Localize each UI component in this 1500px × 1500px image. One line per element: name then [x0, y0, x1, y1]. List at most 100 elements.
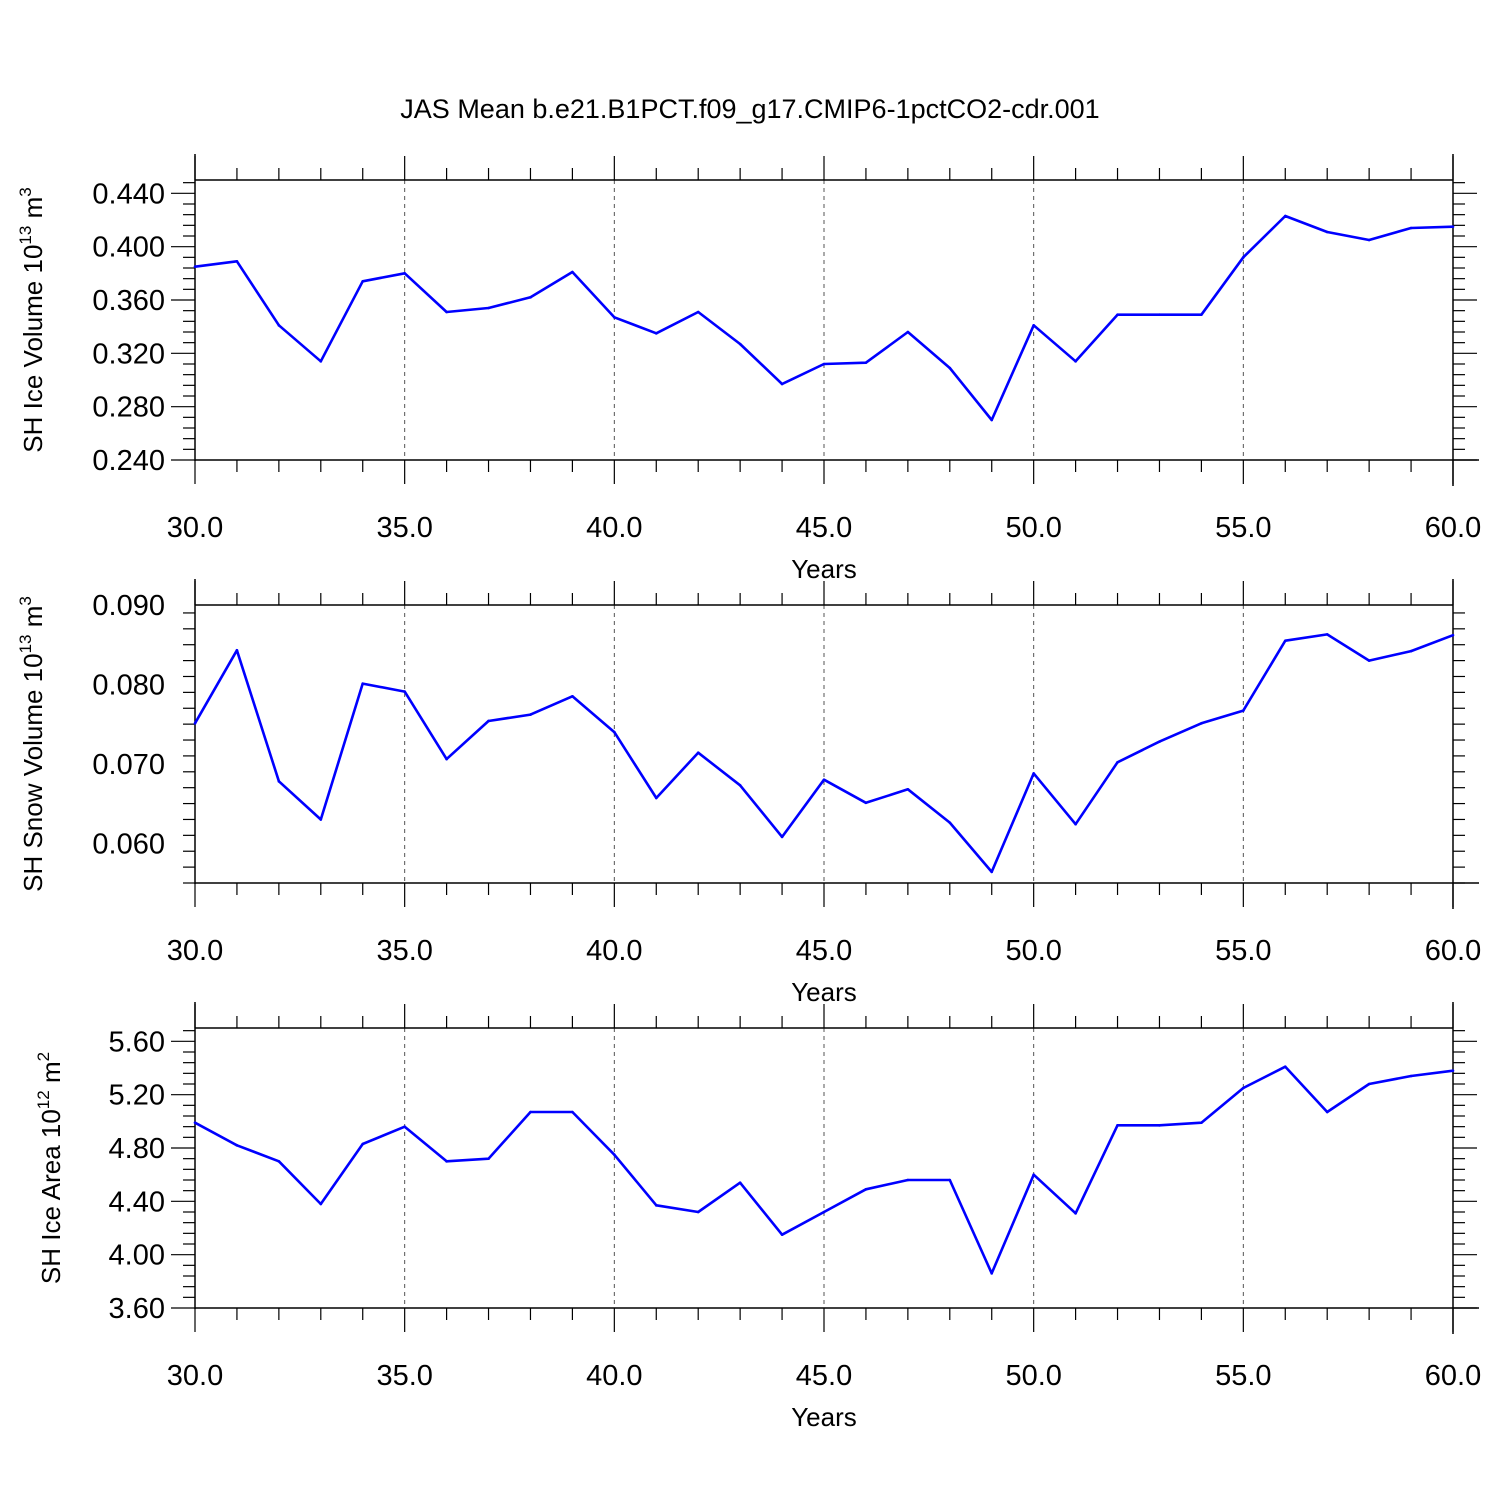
- data-point: [1451, 225, 1455, 228]
- data-point: [864, 361, 868, 364]
- data-point: [654, 332, 658, 335]
- data-point: [654, 1204, 658, 1207]
- x-tick-label: 60.0: [1425, 512, 1481, 544]
- x-tick-label: 60.0: [1425, 935, 1481, 967]
- data-point: [1409, 649, 1413, 653]
- data-point: [403, 690, 406, 693]
- data-point: [1325, 633, 1329, 636]
- y-tick-label: 0.060: [92, 828, 165, 860]
- data-point: [864, 1188, 868, 1191]
- data-point: [906, 787, 910, 791]
- data-point: [1200, 722, 1203, 725]
- panel-1: 30.0 35.0 40.0 45.0 50.0 55.0 60.0 0.240 0.280 0.…: [16, 154, 1481, 584]
- data-point: [235, 648, 239, 652]
- data-point: [487, 719, 490, 723]
- y-tick-label: 0.070: [92, 749, 165, 781]
- y-axis-title-superscript: 2: [34, 1052, 53, 1061]
- y-axis-title-text: SH Ice Area 10: [36, 1109, 66, 1284]
- data-point: [948, 821, 952, 824]
- x-tick-label: 50.0: [1005, 1360, 1061, 1392]
- data-point: [696, 751, 700, 755]
- data-point: [780, 382, 784, 386]
- data-point: [906, 330, 910, 334]
- y-tick-label: 0.320: [92, 338, 165, 370]
- data-point: [696, 1210, 700, 1214]
- data-point: [361, 1142, 365, 1146]
- data-point: [1325, 230, 1329, 234]
- data-point: [1367, 1082, 1371, 1086]
- y-tick-label: 0.280: [92, 392, 165, 424]
- data-point: [361, 280, 365, 283]
- data-point: [1116, 313, 1119, 316]
- y-axis-title-text: m: [18, 606, 48, 635]
- data-point: [1074, 360, 1077, 363]
- data-point: [1074, 822, 1077, 826]
- data-point: [1367, 659, 1371, 662]
- data-point: [1032, 1173, 1035, 1176]
- data-point: [487, 1157, 490, 1160]
- data-point: [1200, 1121, 1203, 1124]
- x-tick-label: 40.0: [586, 1360, 642, 1392]
- y-tick-label: 4.80: [109, 1133, 165, 1165]
- y-axis-title-text: m: [36, 1061, 66, 1090]
- x-tick-label: 55.0: [1215, 935, 1271, 967]
- data-point: [1451, 633, 1455, 637]
- data-point: [1116, 1124, 1119, 1127]
- y-tick-label: 0.440: [92, 178, 165, 210]
- y-tick-label: 4.40: [109, 1186, 165, 1218]
- y-axis-title: SH Snow Volume 1013 m3: [16, 596, 48, 892]
- y-axis-title-superscript: 12: [34, 1090, 53, 1109]
- data-point: [361, 682, 365, 685]
- data-point: [780, 1233, 784, 1236]
- data-point: [613, 730, 616, 734]
- data-point: [613, 316, 616, 319]
- y-axis-title-superscript: 13: [16, 634, 35, 653]
- data-point: [1242, 709, 1245, 712]
- data-point: [403, 272, 406, 275]
- x-tick-label: 60.0: [1425, 1360, 1481, 1392]
- data-point: [1158, 1124, 1161, 1127]
- data-point: [822, 778, 826, 782]
- data-point: [1158, 740, 1161, 743]
- x-axis-title: Years: [791, 977, 857, 1007]
- data-point: [1409, 1074, 1413, 1078]
- data-point: [822, 1210, 826, 1214]
- data-point: [1032, 772, 1035, 775]
- panel-3: 30.0 35.0 40.0 45.0 50.0 55.0 60.0 3.60 4.00 4.40…: [34, 1002, 1481, 1432]
- x-tick-label: 30.0: [167, 935, 223, 967]
- data-point: [319, 1202, 323, 1206]
- data-point: [613, 1153, 616, 1156]
- y-tick-label: 0.360: [92, 285, 165, 317]
- data-point: [529, 713, 532, 716]
- data-point: [948, 1178, 952, 1182]
- data-point: [990, 1272, 994, 1275]
- x-axis-title: Years: [791, 1402, 857, 1432]
- data-point: [277, 324, 281, 327]
- data-point: [277, 1160, 281, 1163]
- data-point: [571, 1110, 574, 1114]
- data-point: [1242, 256, 1245, 259]
- x-tick-label: 50.0: [1005, 935, 1061, 967]
- x-tick-label: 45.0: [796, 512, 852, 544]
- x-tick-label: 55.0: [1215, 1360, 1271, 1392]
- data-point: [1325, 1110, 1329, 1114]
- data-point: [654, 796, 658, 800]
- y-axis-title-superscript: 13: [16, 226, 35, 245]
- data-point: [277, 780, 281, 783]
- y-tick-label: 5.20: [109, 1080, 165, 1112]
- y-tick-label: 4.00: [109, 1240, 165, 1272]
- data-point: [445, 1160, 448, 1163]
- panel-2: 30.0 35.0 40.0 45.0 50.0 55.0 60.0 0.060 0.070 0.…: [16, 579, 1481, 1007]
- data-point: [529, 1110, 532, 1114]
- data-point: [235, 1144, 239, 1147]
- data-point: [445, 757, 448, 761]
- data-point: [948, 366, 952, 370]
- data-point: [1451, 1069, 1455, 1072]
- y-tick-label: 3.60: [109, 1293, 165, 1325]
- y-axis-title-superscript: 3: [16, 187, 35, 196]
- y-axis-title-superscript: 3: [16, 596, 35, 605]
- data-point: [738, 1181, 742, 1184]
- y-tick-label: 0.400: [92, 232, 165, 264]
- x-tick-label: 45.0: [796, 1360, 852, 1392]
